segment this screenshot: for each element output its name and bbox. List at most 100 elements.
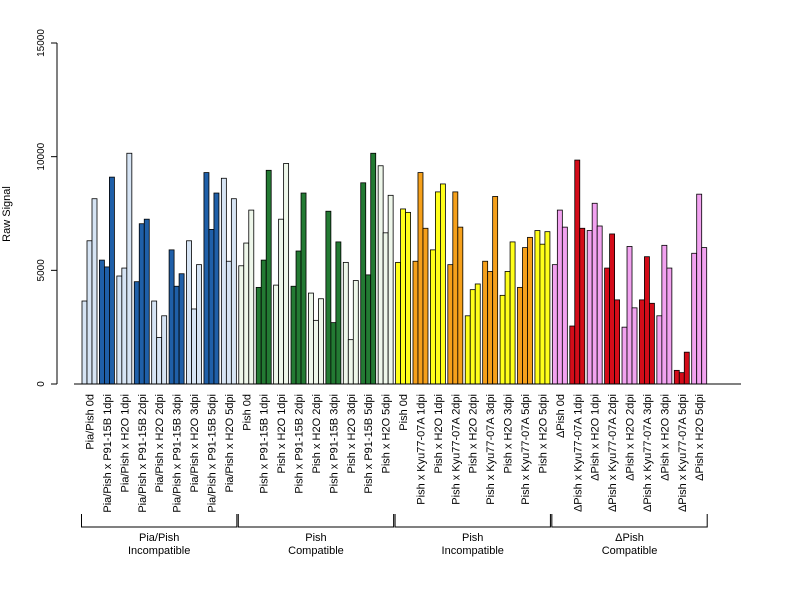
bar <box>186 240 192 385</box>
bar <box>342 261 349 385</box>
bar <box>347 339 354 385</box>
group-label-line1: Pish <box>305 532 326 544</box>
bar <box>278 218 285 385</box>
group-label-line2: Incompatible <box>128 545 190 557</box>
bar <box>522 247 528 385</box>
category-label: Pish x Kyu77-07A 1dpi <box>415 394 427 505</box>
bar <box>604 267 610 385</box>
y-tick-label: 0 <box>36 381 47 387</box>
bar <box>474 283 481 385</box>
bar <box>452 191 459 385</box>
bar <box>649 302 655 385</box>
category-label: Pish 0d <box>241 394 253 431</box>
bar <box>191 308 197 385</box>
group-label-line1: Pish <box>462 532 483 544</box>
category-label: Pish x Kyu77-07A 2dpi <box>450 394 462 505</box>
bar <box>579 227 586 385</box>
bar <box>273 284 280 385</box>
bar <box>168 249 175 385</box>
bars <box>81 152 708 385</box>
group-label-line2: Compatible <box>288 545 344 557</box>
bar <box>701 247 708 385</box>
bar <box>678 372 685 385</box>
bar <box>447 264 454 385</box>
category-label: Pish x P91-15B 2dpi <box>294 394 306 494</box>
bar <box>439 183 446 385</box>
bar <box>133 281 140 385</box>
category-label: Pish x Kyu77-07A 3dpi <box>485 394 497 505</box>
bar <box>457 226 464 385</box>
bar <box>696 193 703 385</box>
bar <box>482 260 489 385</box>
category-label: Pia/Pish x P91-15B 3dpi <box>172 394 184 513</box>
bar <box>621 326 628 385</box>
category-label: ΔPish x Kyu77-07A 2dpi <box>607 394 619 512</box>
group-label-line2: Incompatible <box>442 545 504 557</box>
group-bracket <box>237 514 395 528</box>
bar <box>238 265 245 385</box>
bar <box>661 244 668 385</box>
category-labels: Pia/Pish 0d Pia/Pish x P91-15B 1dpi Pia/Pi… <box>85 394 707 513</box>
bar <box>370 152 377 385</box>
bar <box>283 163 290 385</box>
bar <box>300 192 307 385</box>
bar <box>208 229 215 385</box>
category-label: Pish x P91-15B 1dpi <box>259 394 271 494</box>
category-label: ΔPish x H2O 2dpi <box>625 394 637 481</box>
bar <box>126 152 133 385</box>
category-label: Pish x H2O 1dpi <box>433 394 445 473</box>
category-label: Pia/Pish x H2O 2dpi <box>154 394 166 492</box>
bar <box>683 351 690 385</box>
bar <box>556 209 563 385</box>
bar <box>464 315 471 385</box>
bar <box>161 315 168 385</box>
bar <box>614 299 620 385</box>
category-label: Pia/Pish x P91-15B 1dpi <box>102 394 114 513</box>
y-tick-label: 5000 <box>36 259 47 282</box>
category-label: Pish x H2O 3dpi <box>503 394 515 473</box>
bar <box>469 289 476 385</box>
bar <box>561 226 568 385</box>
group-label-line1: ΔPish <box>615 532 644 544</box>
category-label: ΔPish x H2O 3dpi <box>659 394 671 481</box>
bar <box>178 273 185 385</box>
bar <box>203 172 210 385</box>
bar <box>631 307 638 385</box>
y-tick-label: 10000 <box>36 142 47 170</box>
bar <box>544 231 551 385</box>
category-label: ΔPish 0d <box>555 394 567 438</box>
group-bracket <box>394 514 551 528</box>
bar <box>99 259 105 385</box>
category-label: Pia/Pish x H2O 1dpi <box>119 394 131 492</box>
category-label: Pia/Pish 0d <box>85 394 97 450</box>
bar <box>352 280 359 385</box>
category-label: ΔPish x Kyu77-07A 1dpi <box>572 394 584 512</box>
group-label-line2: Compatible <box>602 545 658 557</box>
category-label: Pish x H2O 2dpi <box>468 394 480 473</box>
bar <box>429 249 436 385</box>
y-axis-label: Raw Signal <box>1 186 13 242</box>
category-label: Pia/Pish x H2O 3dpi <box>189 394 201 492</box>
bar <box>504 271 511 385</box>
bar <box>290 285 297 385</box>
bar <box>156 336 163 385</box>
bar <box>86 240 93 385</box>
bar <box>400 208 406 385</box>
category-label: Pish x H2O 3dpi <box>346 394 358 473</box>
bar <box>499 294 506 385</box>
bar <box>243 242 250 385</box>
category-label: Pish x P91-15B 5dpi <box>363 394 375 494</box>
bar <box>434 191 441 385</box>
bar <box>626 246 633 385</box>
bar <box>109 176 115 385</box>
bar <box>260 259 267 385</box>
category-label: ΔPish x Kyu77-07A 3dpi <box>642 394 654 512</box>
bar <box>574 159 581 385</box>
bar <box>220 177 227 385</box>
bar <box>422 227 429 385</box>
bar <box>551 264 558 385</box>
bar <box>196 264 202 385</box>
category-label: Pia/Pish x P91-15B 2dpi <box>137 394 149 513</box>
bar <box>644 256 650 385</box>
